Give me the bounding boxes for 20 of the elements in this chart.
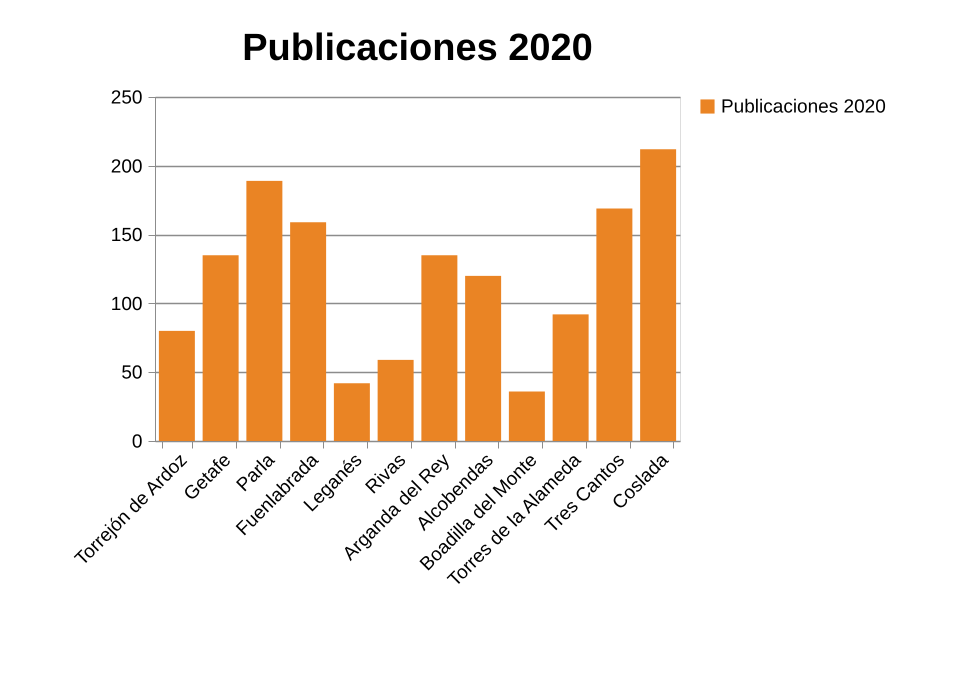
bar	[246, 180, 282, 441]
bar	[158, 330, 195, 441]
bar	[290, 222, 326, 441]
y-tick-label: 200	[110, 156, 142, 178]
bar	[640, 149, 676, 441]
bar	[378, 360, 414, 441]
chart-title: Publicaciones 2020	[242, 27, 593, 69]
bar	[552, 314, 589, 441]
bar	[421, 255, 458, 441]
bar	[465, 276, 502, 441]
y-tick-label: 250	[110, 88, 142, 108]
bar	[596, 208, 632, 441]
bar	[202, 255, 239, 441]
y-tick-label: 100	[110, 294, 142, 315]
y-tick-label: 50	[121, 362, 142, 384]
y-tick-label: 150	[110, 225, 142, 246]
legend-label: Publicaciones 2020	[721, 96, 886, 118]
bar	[334, 383, 370, 441]
y-tick-label: 0	[132, 432, 142, 452]
bar	[508, 391, 545, 441]
